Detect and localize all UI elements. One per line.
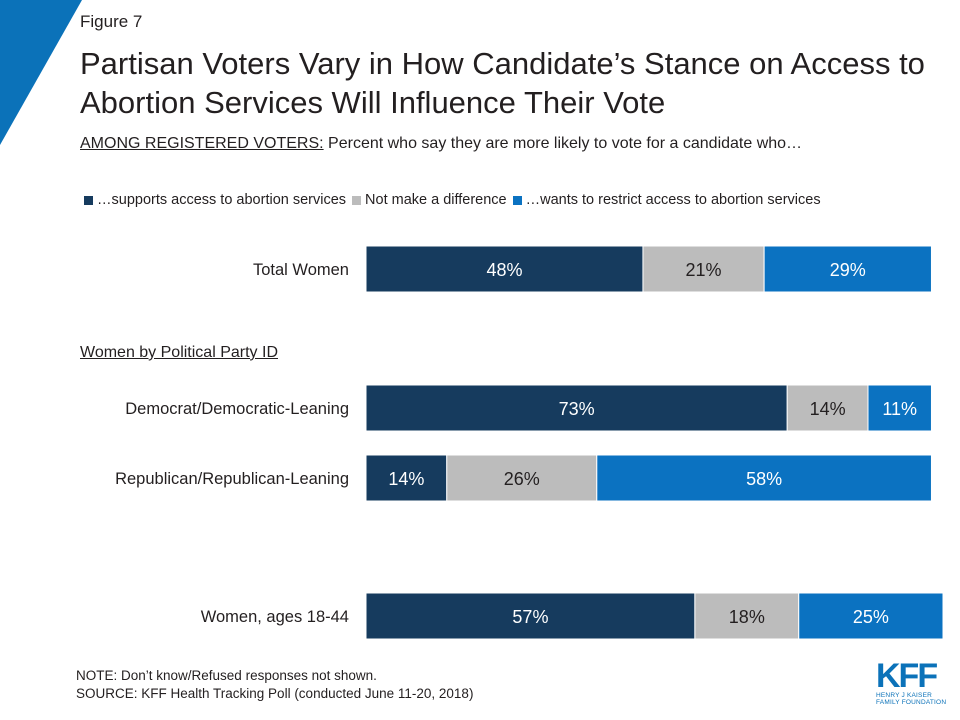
data-label-restrict: 11% xyxy=(882,399,917,419)
bar-segment-supports xyxy=(365,245,644,293)
legend-swatch-no-difference xyxy=(352,195,362,205)
logo-line-1: HENRY J KAISER xyxy=(876,692,933,699)
figure-label: Figure 7 xyxy=(80,12,143,31)
chart-subtitle: AMONG REGISTERED VOTERS: Percent who say… xyxy=(80,133,900,155)
data-label-no-difference: 21% xyxy=(686,260,722,280)
logo-mark: KFF xyxy=(876,657,938,695)
legend-swatch-supports xyxy=(84,195,93,205)
data-label-supports: 73% xyxy=(559,399,595,419)
footnote: NOTE: Don’t know/Refused responses not s… xyxy=(76,667,473,703)
corner-accent-shape xyxy=(0,0,82,145)
chart-title: Partisan Voters Vary in How Candidate’s … xyxy=(80,46,925,120)
legend-label-restrict: …wants to restrict access to abortion se… xyxy=(525,192,821,208)
data-label-supports: 14% xyxy=(388,469,424,489)
legend-label-no-difference: Not make a difference xyxy=(365,192,507,208)
kff-logo: KFF HENRY J KAISER FAMILY FOUNDATION xyxy=(876,657,948,706)
category-label: Total Women xyxy=(253,261,349,279)
legend-item-no-difference: Not make a difference xyxy=(352,192,507,208)
bar-segment-no-difference xyxy=(694,592,800,640)
data-label-restrict: 25% xyxy=(853,607,889,627)
note-line: NOTE: Don’t know/Refused responses not s… xyxy=(76,668,377,683)
category-label: Republican/Republican-Leaning xyxy=(115,470,349,488)
category-label: Democrat/Democratic-Leaning xyxy=(125,400,349,418)
section-label-party: Women by Political Party ID xyxy=(80,344,278,361)
legend-swatch-restrict xyxy=(512,195,522,205)
bar-segment-restrict xyxy=(596,454,932,502)
subtitle-population: AMONG REGISTERED VOTERS: xyxy=(80,135,324,152)
legend-item-supports: …supports access to abortion services xyxy=(84,192,346,208)
bar-segment-no-difference xyxy=(446,454,598,502)
logo-line-2: FAMILY FOUNDATION xyxy=(876,699,947,706)
category-label: Women, ages 18-44 xyxy=(201,608,349,626)
data-label-restrict: 29% xyxy=(830,260,866,280)
bar-segment-restrict xyxy=(763,245,932,293)
source-line: SOURCE: KFF Health Tracking Poll (conduc… xyxy=(76,686,474,701)
data-label-supports: 57% xyxy=(512,607,548,627)
legend: …supports access to abortion services No… xyxy=(84,192,827,208)
legend-item-restrict: …wants to restrict access to abortion se… xyxy=(512,192,821,208)
data-label-no-difference: 14% xyxy=(810,399,846,419)
bar-segment-no-difference xyxy=(642,245,765,293)
data-label-supports: 48% xyxy=(486,260,522,280)
subtitle-text: Percent who say they are more likely to … xyxy=(323,135,803,152)
data-label-restrict: 58% xyxy=(746,469,782,489)
bar-segment-restrict xyxy=(798,592,944,640)
data-label-no-difference: 26% xyxy=(504,469,540,489)
data-label-no-difference: 18% xyxy=(729,607,765,627)
legend-label-supports: …supports access to abortion services xyxy=(97,192,347,208)
bar-segment-restrict xyxy=(867,384,932,432)
bar-segment-supports xyxy=(365,592,696,640)
